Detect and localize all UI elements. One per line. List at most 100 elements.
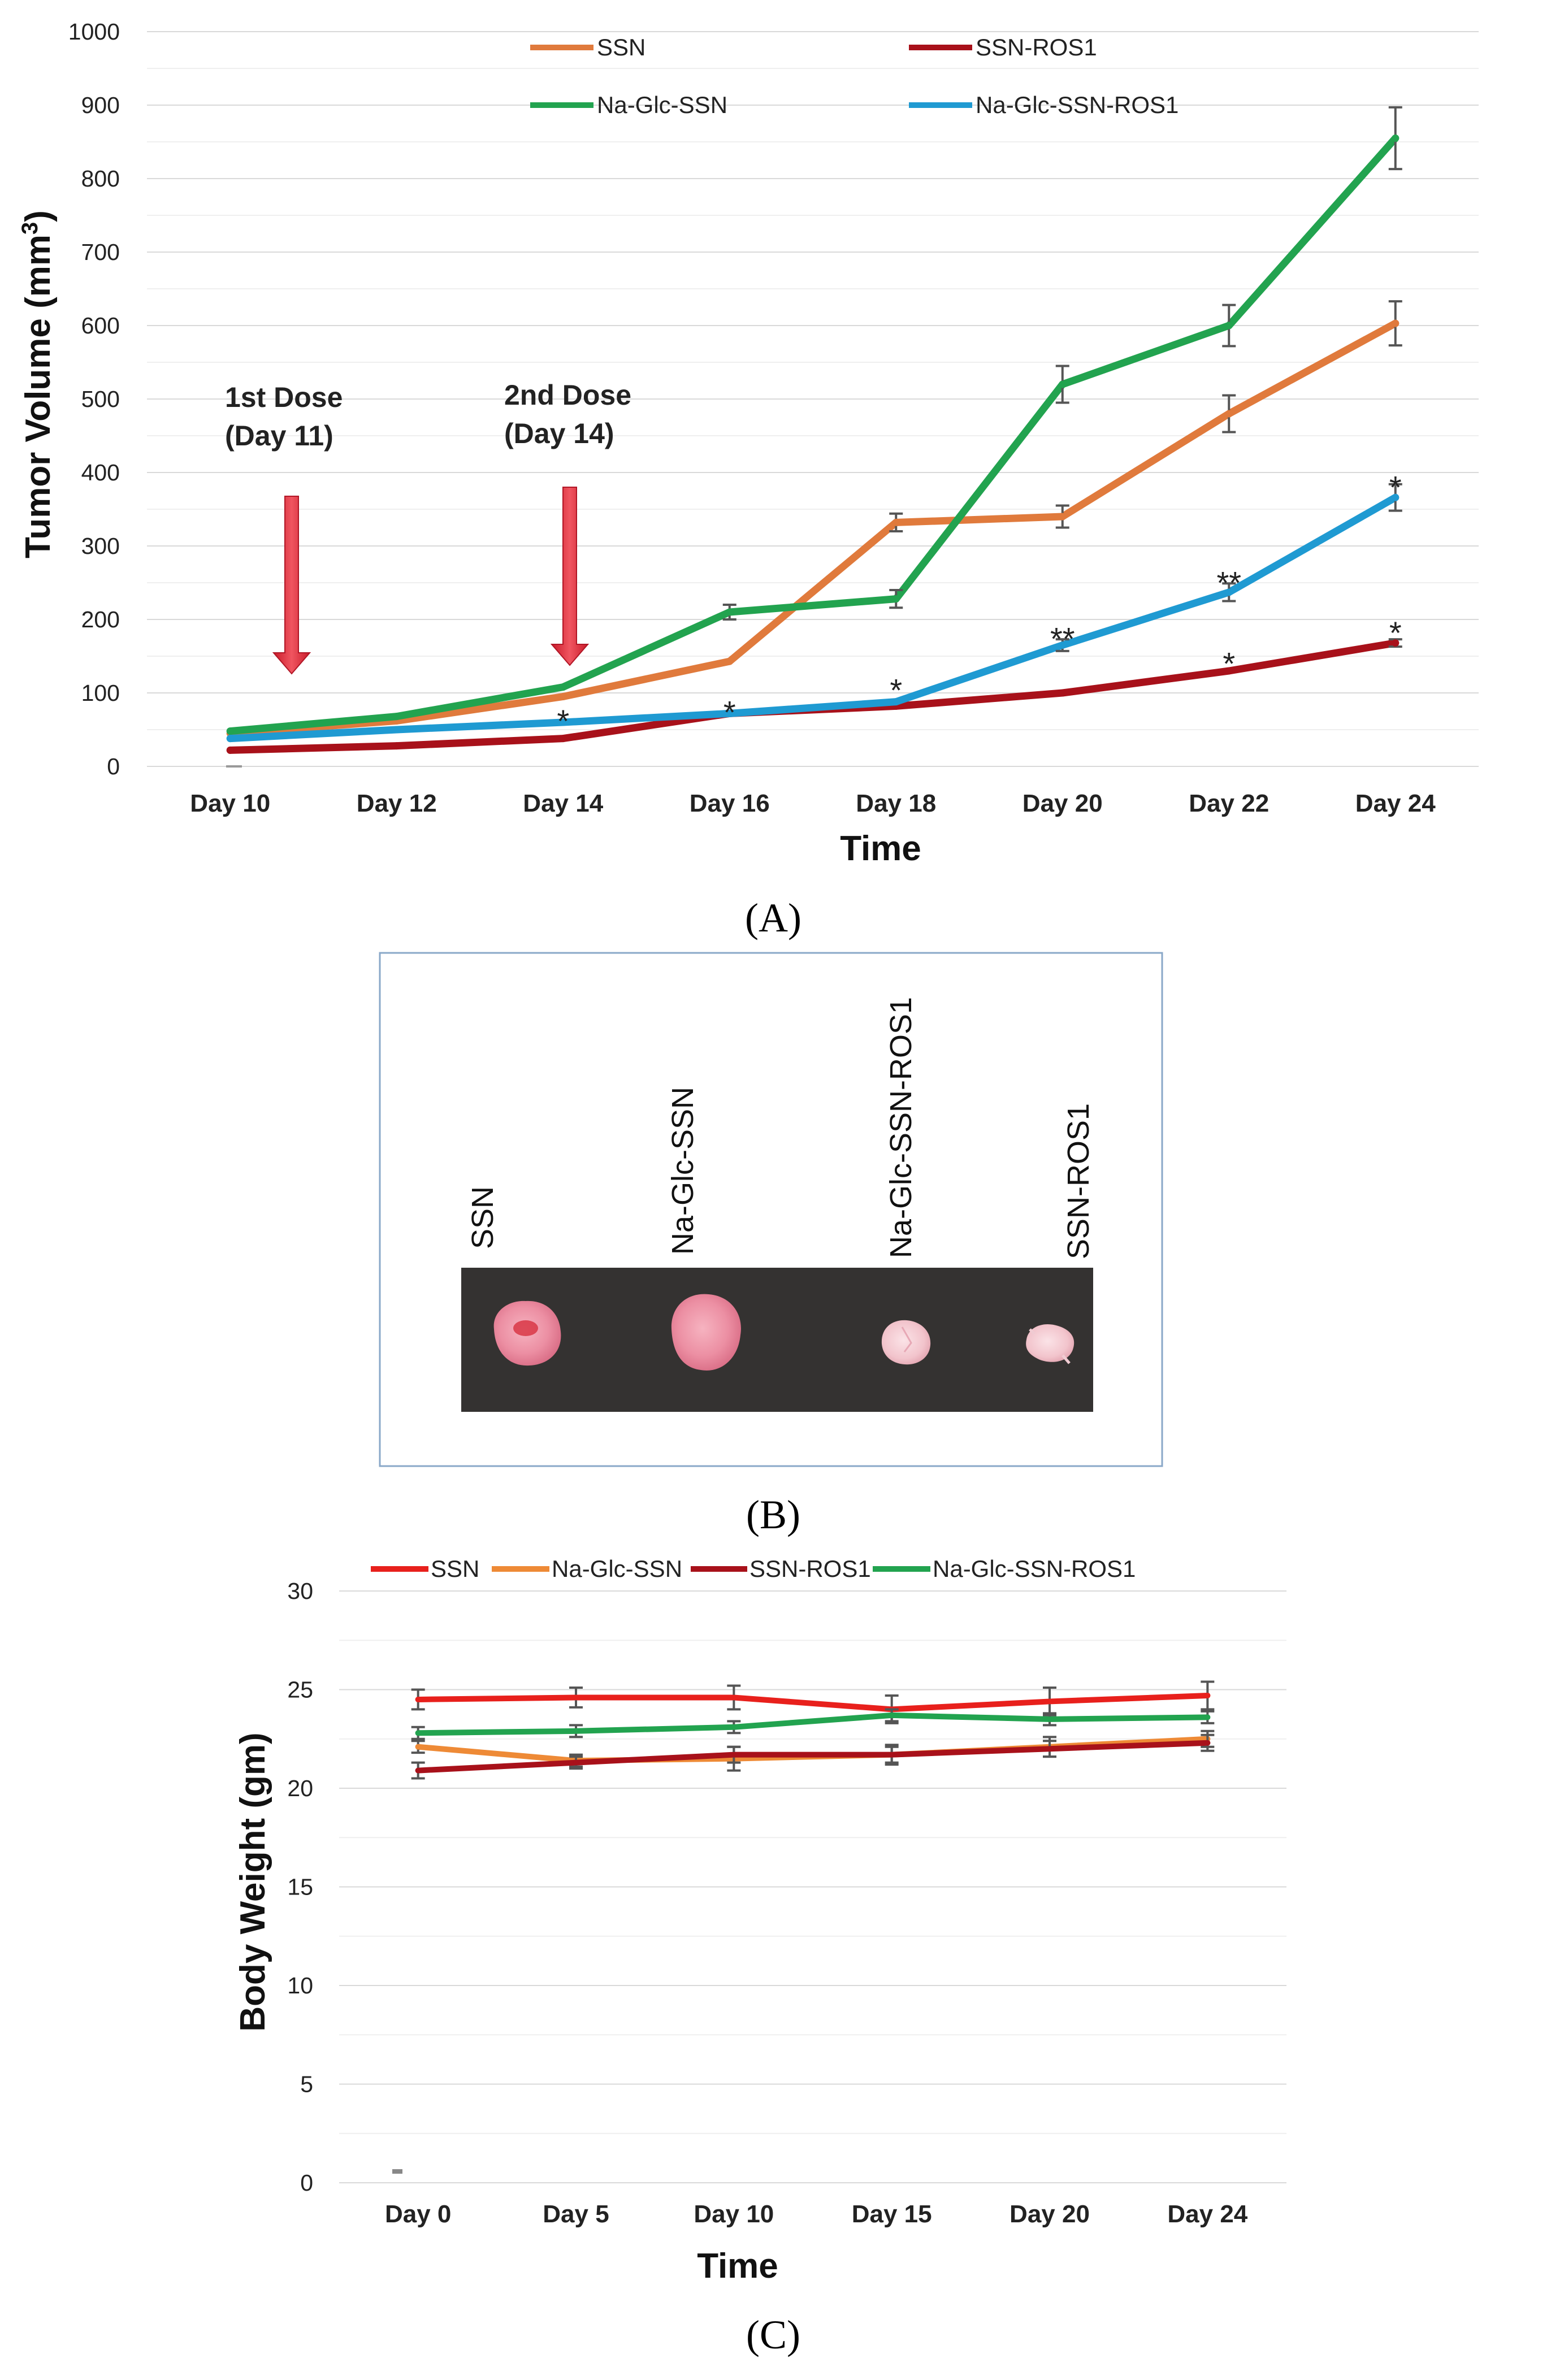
dose-1-arrow-icon xyxy=(272,496,311,675)
weight-chart-x-axis-title: Time xyxy=(697,2247,778,2286)
weight-chart-series xyxy=(411,1680,1215,1780)
weight-chart-legend: SSN Na-Glc-SSN SSN-ROS1 Na-Glc-SSN-ROS1 xyxy=(371,1555,1136,1582)
data-point xyxy=(1225,322,1233,330)
data-point xyxy=(559,718,567,726)
legend-label-na-glc-ssn: Na-Glc-SSN xyxy=(552,1555,682,1582)
data-point xyxy=(1205,1692,1211,1698)
data-point xyxy=(393,713,401,721)
y-tick-label: 500 xyxy=(81,386,120,412)
y-tick-label: 1000 xyxy=(68,19,120,45)
y-tick-label: 100 xyxy=(81,680,120,706)
data-point xyxy=(415,1744,421,1750)
x-tick-label: Day 24 xyxy=(1167,2200,1247,2228)
data-point xyxy=(573,1728,579,1734)
series-line-na-glc-ssn xyxy=(226,135,1400,735)
photo-label-na-glc-ssn: Na-Glc-SSN xyxy=(666,1087,700,1255)
series-line-na-glc-ssn-ros1 xyxy=(226,493,1400,743)
significance-marker: * xyxy=(1389,615,1402,651)
data-point xyxy=(892,595,900,603)
significance-marker: ** xyxy=(1050,621,1075,656)
data-point xyxy=(415,1767,421,1774)
data-point xyxy=(415,1730,421,1736)
legend-label-ssn-ros1: SSN-ROS1 xyxy=(749,1555,871,1582)
weight-chart-y-axis: 0 5 10 15 20 25 30 xyxy=(287,1578,313,2196)
series-line-ssn-ros1 xyxy=(226,639,1400,754)
panel-a-label: (A) xyxy=(745,895,802,940)
x-tick-label: Day 22 xyxy=(1189,790,1269,817)
data-point xyxy=(1392,493,1400,501)
x-tick-label: Day 14 xyxy=(523,790,603,817)
data-point xyxy=(892,698,900,706)
data-point xyxy=(559,693,567,700)
dose-1-label: 1st Dose xyxy=(225,382,343,413)
data-point xyxy=(1059,513,1067,521)
significance-marker: * xyxy=(1389,470,1402,505)
y-tick-label: 800 xyxy=(81,166,120,192)
data-point xyxy=(726,608,734,616)
photo-label-na-glc-ssn-ros1: Na-Glc-SSN-ROS1 xyxy=(884,997,918,1258)
series-line-ssn xyxy=(226,319,1400,737)
weight-chart-y-axis-title: Body Weight (gm) xyxy=(233,1732,272,2031)
data-point xyxy=(1225,588,1233,596)
x-tick-label: Day 12 xyxy=(357,790,437,817)
y-tick-label: 0 xyxy=(300,2170,313,2196)
data-point xyxy=(889,1712,895,1718)
y-tick-label: 25 xyxy=(287,1677,313,1703)
tumor-photo xyxy=(461,1268,1093,1412)
significance-marker: * xyxy=(890,672,902,708)
x-tick-label: Day 24 xyxy=(1355,790,1436,817)
legend-label-ssn-ros1: SSN-ROS1 xyxy=(976,34,1097,60)
significance-markers: * ********* xyxy=(557,470,1401,739)
tumor-chart-x-axis-title: Time xyxy=(840,829,921,868)
significance-marker: * xyxy=(723,694,736,730)
data-point xyxy=(559,683,567,691)
x-tick-label: Day 18 xyxy=(856,790,936,817)
dose-annotation-2: 2nd Dose (Day 14) xyxy=(504,379,631,666)
data-point xyxy=(226,727,234,735)
legend-label-ssn: SSN xyxy=(597,34,645,60)
legend-label-na-glc-ssn-ros1: Na-Glc-SSN-ROS1 xyxy=(933,1555,1136,1582)
tumor-na-glc-ssn xyxy=(671,1294,741,1371)
dose-2-label: 2nd Dose xyxy=(504,379,631,411)
data-point xyxy=(1047,1698,1052,1705)
significance-marker: ** xyxy=(1216,565,1241,601)
y-tick-label: 10 xyxy=(287,1973,313,1998)
data-point xyxy=(393,742,401,750)
data-point xyxy=(889,1752,895,1758)
y-tick-label: 600 xyxy=(81,313,120,339)
data-point xyxy=(1225,667,1233,675)
tumor-chart-y-axis-title: Tumor Volume (mm3) xyxy=(18,210,58,558)
y-tick-label: 900 xyxy=(81,92,120,118)
tumor-na-glc-ssn-ros1 xyxy=(881,1320,931,1365)
tumor-photo-panel: SSN Na-Glc-SSN Na-Glc-SSN-ROS1 SSN-ROS1 … xyxy=(379,952,1163,1537)
data-point xyxy=(415,1696,421,1702)
x-tick-label: Day 0 xyxy=(385,2200,451,2228)
y-tick-label: 15 xyxy=(287,1874,313,1900)
series-line-ssn xyxy=(415,1692,1211,1713)
data-point xyxy=(726,657,734,665)
dose-2-arrow-icon xyxy=(550,487,590,666)
y-tick-label: 200 xyxy=(81,606,120,632)
series-na-glc-ssn-ros1 xyxy=(226,483,1402,743)
series-ssn xyxy=(411,1680,1215,1724)
data-point xyxy=(1059,380,1067,388)
dose-2-day: (Day 14) xyxy=(504,418,614,449)
data-point xyxy=(726,709,734,717)
panel-b-label: (B) xyxy=(746,1492,800,1537)
data-point xyxy=(573,1694,579,1701)
data-point xyxy=(1059,641,1067,649)
tumor-chart-x-axis: Day 10 Day 12 Day 14 Day 16 Day 18 Day 20 Day … xyxy=(190,790,1436,817)
y-tick-label: 30 xyxy=(287,1578,313,1604)
y-tick-label: 5 xyxy=(300,2071,313,2097)
photo-label-ssn-ros1: SSN-ROS1 xyxy=(1062,1103,1095,1259)
weight-chart-x-axis: Day 0 Day 5 Day 10 Day 15 Day 20 Day 24 xyxy=(385,2200,1248,2228)
data-point xyxy=(892,518,900,526)
x-tick-label: Day 10 xyxy=(190,790,270,817)
data-point xyxy=(1392,135,1400,142)
data-point xyxy=(1059,689,1067,697)
data-point xyxy=(731,1752,737,1758)
x-tick-label: Day 15 xyxy=(852,2200,932,2228)
legend-label-na-glc-ssn: Na-Glc-SSN xyxy=(597,92,727,118)
